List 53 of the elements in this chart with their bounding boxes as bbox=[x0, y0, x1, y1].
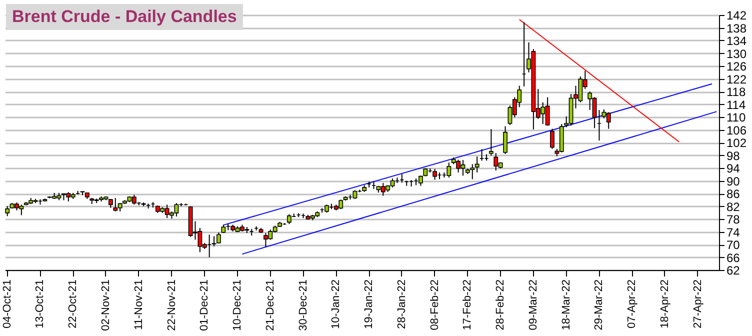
candlestick bbox=[286, 214, 292, 225]
y-tick-label: 102 bbox=[726, 136, 747, 150]
x-tick-label: 17-Feb-22 bbox=[462, 280, 474, 330]
y-tick-label: 86 bbox=[726, 187, 740, 201]
candlestick bbox=[446, 162, 452, 178]
candlestick bbox=[474, 156, 480, 173]
x-tick-label: 10-Dec-21 bbox=[232, 280, 244, 331]
y-tick-label: 62 bbox=[726, 264, 740, 278]
x-tick-label: 28-Jan-22 bbox=[396, 280, 408, 330]
x-tick-label: 01-Dec-21 bbox=[198, 280, 211, 331]
x-tick-label: 07-Apr-22 bbox=[626, 280, 638, 328]
y-tick-label: 126 bbox=[726, 60, 747, 74]
x-tick-label: 28-Feb-22 bbox=[494, 280, 507, 330]
x-tick-label: 18-Apr-22 bbox=[658, 280, 671, 328]
x-tick-label: 13-Oct-21 bbox=[34, 280, 46, 328]
y-tick-label: 106 bbox=[726, 123, 747, 138]
candlestick bbox=[132, 194, 136, 206]
y-tick-label: 74 bbox=[726, 225, 740, 240]
x-tick-label: 22-Nov-21 bbox=[166, 280, 178, 331]
x-tick-label: 09-Mar-22 bbox=[527, 280, 540, 330]
x-tick-label: 27-Apr-22 bbox=[692, 280, 704, 328]
candlestick bbox=[432, 168, 438, 180]
y-tick-label: 78 bbox=[726, 212, 740, 226]
x-tick-label: 21-Dec-21 bbox=[264, 280, 276, 331]
x-tick-label: 11-Nov-21 bbox=[132, 280, 145, 330]
x-tick-label: 10-Jan-22 bbox=[330, 280, 342, 330]
y-tick-label: 130 bbox=[726, 46, 747, 61]
y-tick-label: 98 bbox=[726, 148, 740, 163]
x-tick-label: 29-Mar-22 bbox=[593, 280, 606, 330]
y-tick-label: 134 bbox=[726, 34, 747, 48]
x-tick-label: 02-Nov-21 bbox=[100, 280, 112, 331]
y-tick-label: 82 bbox=[726, 200, 740, 214]
y-tick-label: 118 bbox=[726, 85, 746, 99]
y-tick-label: 110 bbox=[726, 110, 746, 124]
y-tick-label: 66 bbox=[726, 250, 740, 265]
y-tick-label: 138 bbox=[726, 21, 747, 36]
candlestick bbox=[503, 126, 508, 154]
x-tick-label: 04-Oct-21 bbox=[1, 280, 14, 328]
y-tick-label: 70 bbox=[726, 238, 740, 252]
candlestick bbox=[488, 128, 494, 156]
x-tick-label: 30-Dec-21 bbox=[297, 280, 310, 331]
x-tick-label: 22-Oct-21 bbox=[67, 280, 80, 328]
y-tick-label: 114 bbox=[726, 98, 746, 112]
candlestick bbox=[5, 206, 10, 217]
x-tick-label: 19-Jan-22 bbox=[363, 280, 376, 330]
y-tick-label: 94 bbox=[726, 162, 740, 176]
chart-title: Brent Crude - Daily Candles bbox=[6, 4, 243, 30]
candlestick bbox=[550, 128, 554, 150]
x-tick-label: 08-Feb-22 bbox=[428, 280, 441, 330]
y-tick-label: 122 bbox=[726, 72, 747, 86]
y-tick-label: 90 bbox=[726, 174, 740, 188]
y-tick-label: 142 bbox=[726, 8, 747, 22]
x-tick-label: 18-Mar-22 bbox=[560, 280, 572, 330]
